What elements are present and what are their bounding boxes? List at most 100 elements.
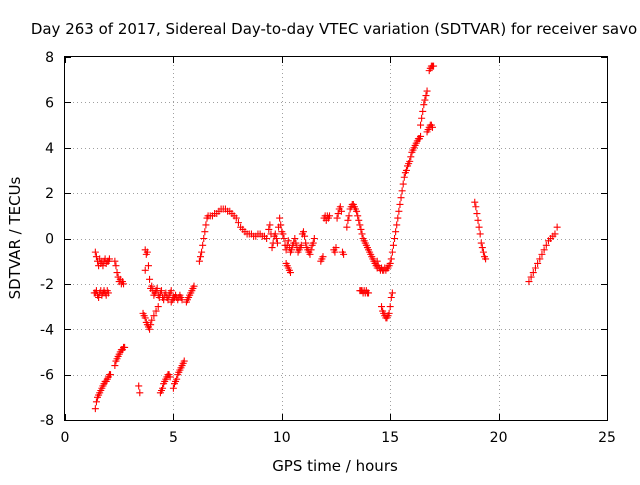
- x-tick-label: 5: [169, 430, 178, 446]
- data-point: [356, 221, 364, 229]
- x-tick-label: 10: [273, 430, 291, 446]
- data-point: [340, 250, 348, 258]
- data-point: [195, 257, 203, 265]
- data-point: [104, 289, 112, 297]
- data-point: [529, 269, 537, 277]
- data-point: [357, 225, 365, 233]
- x-axis-label: GPS time / hours: [272, 457, 398, 475]
- data-point: [276, 214, 284, 222]
- data-point: [113, 269, 121, 277]
- data-point: [551, 230, 559, 238]
- data-point: [263, 235, 271, 242]
- data-point: [143, 248, 151, 256]
- data-point: [309, 239, 317, 247]
- data-point: [266, 221, 274, 229]
- y-tick-label: -8: [40, 413, 54, 429]
- data-point: [167, 287, 175, 295]
- data-point: [307, 246, 315, 254]
- data-point: [112, 262, 120, 270]
- y-tick-label: 6: [45, 95, 54, 111]
- data-point: [198, 248, 206, 256]
- data-point: [111, 362, 119, 370]
- data-point: [146, 325, 154, 333]
- data-point: [345, 212, 353, 220]
- data-point: [319, 253, 327, 261]
- data-point: [271, 230, 279, 238]
- data-point: [280, 235, 288, 242]
- data-point: [534, 259, 542, 267]
- data-point: [387, 255, 395, 263]
- data-point: [306, 250, 314, 258]
- data-point: [325, 212, 333, 220]
- data-point: [393, 221, 401, 229]
- data-point: [389, 241, 397, 249]
- data-point: [422, 92, 430, 100]
- y-tick-label: -6: [40, 368, 54, 384]
- data-point: [197, 253, 204, 261]
- data-point: [399, 180, 407, 188]
- data-point: [141, 266, 149, 274]
- data-point: [286, 269, 294, 277]
- data-point: [159, 384, 167, 392]
- data-point: [400, 173, 408, 181]
- x-tick-label: 25: [598, 430, 616, 446]
- data-point: [148, 316, 156, 324]
- data-point: [527, 273, 535, 281]
- data-point: [423, 87, 431, 95]
- data-point: [268, 244, 276, 252]
- data-point: [531, 264, 539, 272]
- chart-title: Day 263 of 2017, Sidereal Day-to-day VTE…: [31, 20, 637, 38]
- data-point: [111, 257, 119, 265]
- data-point: [331, 248, 339, 256]
- data-point: [394, 214, 402, 222]
- data-point: [388, 289, 396, 297]
- y-tick-label: 4: [45, 141, 54, 157]
- data-point: [391, 235, 399, 242]
- data-point: [482, 255, 490, 263]
- data-point: [418, 114, 426, 122]
- data-point: [477, 239, 485, 247]
- data-point: [152, 307, 160, 315]
- data-point: [392, 228, 400, 236]
- data-point: [201, 228, 209, 236]
- axis-ticks: 0 5 10 15 20 25 -8 -6 -4 -2 0 2 4 6 8: [40, 50, 616, 446]
- grid: [65, 57, 607, 420]
- data-point: [417, 132, 425, 140]
- data-point: [406, 157, 414, 165]
- data-point: [202, 221, 210, 229]
- data-point: [474, 216, 482, 224]
- data-point: [388, 248, 396, 256]
- data-point: [387, 293, 395, 301]
- data-point: [428, 123, 436, 131]
- data-point: [540, 246, 548, 254]
- data-point: [407, 153, 415, 161]
- data-point: [292, 239, 300, 247]
- data-point: [373, 257, 381, 265]
- data-point: [337, 207, 345, 215]
- data-point: [169, 384, 177, 392]
- data-point: [107, 371, 115, 379]
- data-point: [297, 241, 305, 249]
- data-point: [265, 225, 273, 233]
- data-point: [430, 62, 438, 70]
- plot-frame: [64, 56, 608, 421]
- data-point: [272, 235, 280, 242]
- data-point: [190, 282, 198, 290]
- data-point: [273, 239, 281, 247]
- y-tick-label: -4: [40, 322, 54, 338]
- data-point: [525, 278, 533, 286]
- data-point: [421, 96, 429, 104]
- data-point: [105, 255, 113, 263]
- data-point: [396, 200, 404, 208]
- data-point: [91, 405, 99, 413]
- data-point: [542, 241, 550, 249]
- data-point: [147, 321, 155, 329]
- data-point: [355, 216, 363, 224]
- data-point: [92, 398, 100, 406]
- data-point: [354, 212, 362, 220]
- y-tick-label: 2: [45, 186, 54, 202]
- data-point: [291, 235, 299, 242]
- data-point: [397, 194, 405, 202]
